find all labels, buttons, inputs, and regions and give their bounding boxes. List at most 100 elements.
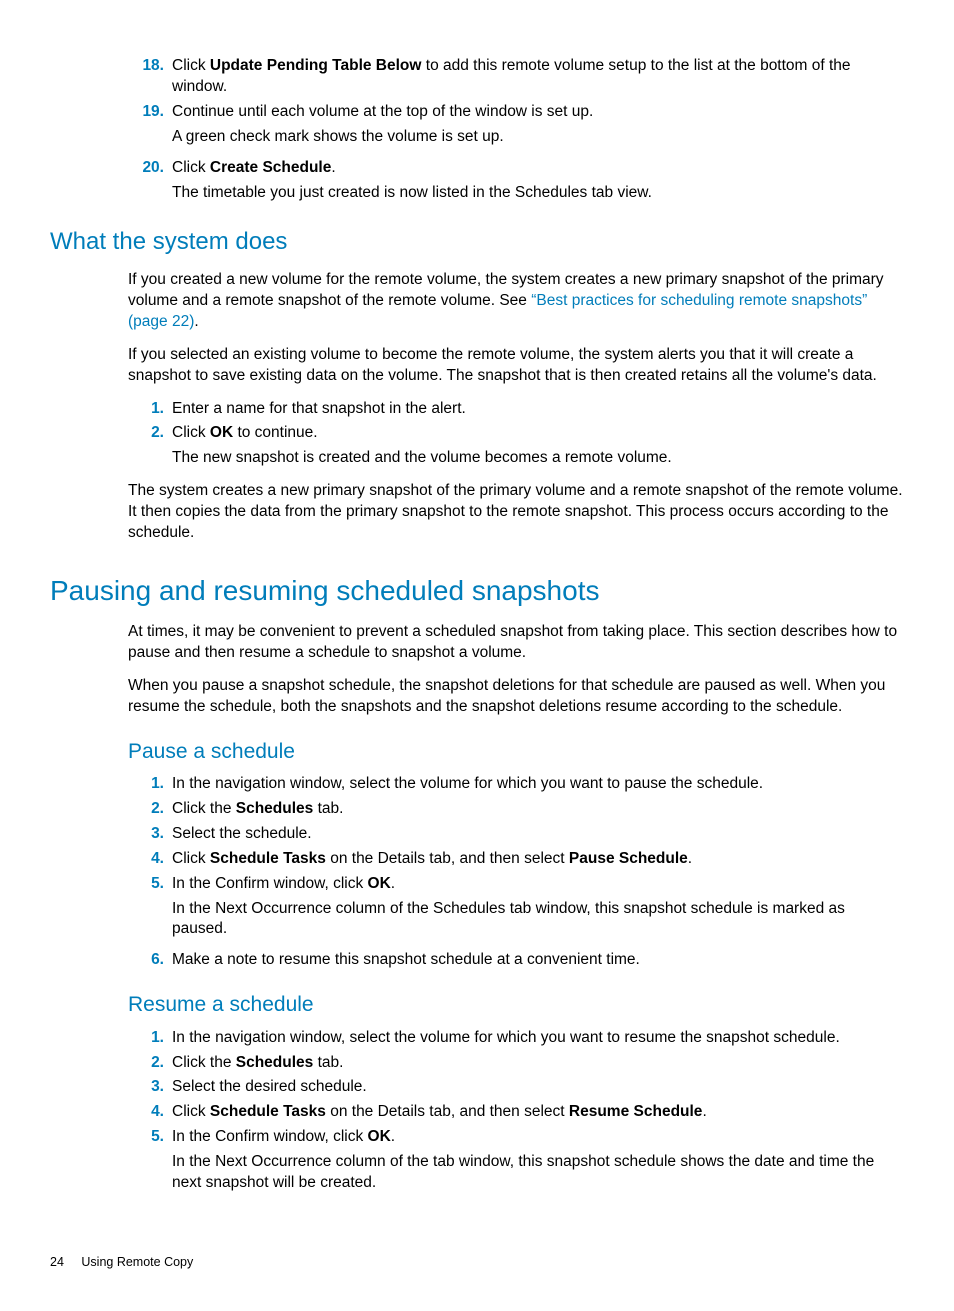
step-1: 1. In the navigation window, select the …: [128, 1028, 904, 1049]
step-list-top: 18. Click Update Pending Table Below to …: [128, 56, 904, 204]
step-2: 2. Click the Schedules tab.: [128, 1053, 904, 1074]
step-text: Click Create Schedule.: [172, 158, 904, 179]
bold-text: Schedule Tasks: [210, 1103, 326, 1120]
step-number: 1.: [128, 774, 172, 795]
bold-text: Schedules: [236, 1054, 314, 1071]
text: Click: [172, 159, 210, 176]
bold-text: Schedules: [236, 800, 314, 817]
step-text: Click Schedule Tasks on the Details tab,…: [172, 1102, 904, 1123]
step-subtext: In the Next Occurrence column of the Sch…: [172, 899, 904, 941]
step-1: 1. In the navigation window, select the …: [128, 774, 904, 795]
paragraph: If you created a new volume for the remo…: [128, 270, 904, 333]
step-2: 2. Click the Schedules tab.: [128, 799, 904, 820]
step-3: 3. Select the schedule.: [128, 824, 904, 845]
step-19: 19. Continue until each volume at the to…: [128, 102, 904, 123]
step-number: 3.: [128, 824, 172, 845]
step-text: In the Confirm window, click OK.: [172, 874, 904, 895]
bold-text: Schedule Tasks: [210, 850, 326, 867]
heading-resume-schedule: Resume a schedule: [128, 991, 904, 1019]
step-text: Make a note to resume this snapshot sche…: [172, 950, 904, 971]
bold-text: Pause Schedule: [569, 850, 688, 867]
bold-text: Create Schedule: [210, 159, 331, 176]
step-number: 20.: [128, 158, 172, 179]
step-subtext: A green check mark shows the volume is s…: [172, 127, 904, 148]
bold-text: Update Pending Table Below: [210, 57, 422, 74]
step-18: 18. Click Update Pending Table Below to …: [128, 56, 904, 98]
step-text: Select the schedule.: [172, 824, 904, 845]
step-text: In the Confirm window, click OK.: [172, 1127, 904, 1148]
step-number: 2.: [128, 1053, 172, 1074]
step-text: Click the Schedules tab.: [172, 1053, 904, 1074]
text: Click the: [172, 1054, 236, 1071]
heading-what-system-does: What the system does: [50, 226, 904, 258]
step-number: 4.: [128, 1102, 172, 1123]
step-2: 2. Click OK to continue.: [128, 423, 904, 444]
paragraph: At times, it may be convenient to preven…: [128, 622, 904, 664]
text: .: [391, 875, 395, 892]
step-text: Select the desired schedule.: [172, 1077, 904, 1098]
step-number: 6.: [128, 950, 172, 971]
heading-pausing-resuming: Pausing and resuming scheduled snapshots: [50, 572, 904, 610]
text: .: [391, 1128, 395, 1145]
step-number: 5.: [128, 874, 172, 895]
bold-text: OK: [368, 875, 391, 892]
text: .: [194, 313, 198, 330]
bold-text: Resume Schedule: [569, 1103, 703, 1120]
step-1: 1. Enter a name for that snapshot in the…: [128, 399, 904, 420]
step-number: 18.: [128, 56, 172, 98]
page-number: 24: [50, 1254, 64, 1271]
step-text: Click OK to continue.: [172, 423, 904, 444]
text: Click: [172, 424, 210, 441]
text: In the Confirm window, click: [172, 875, 368, 892]
paragraph: If you selected an existing volume to be…: [128, 345, 904, 387]
step-text: Click Update Pending Table Below to add …: [172, 56, 904, 98]
step-subtext: The timetable you just created is now li…: [172, 183, 904, 204]
step-number: 3.: [128, 1077, 172, 1098]
step-number: 19.: [128, 102, 172, 123]
text: .: [331, 159, 335, 176]
step-3: 3. Select the desired schedule.: [128, 1077, 904, 1098]
step-number: 2.: [128, 423, 172, 444]
text: Click: [172, 57, 210, 74]
text: In the Confirm window, click: [172, 1128, 368, 1145]
step-text: Enter a name for that snapshot in the al…: [172, 399, 904, 420]
step-20: 20. Click Create Schedule.: [128, 158, 904, 179]
bold-text: OK: [210, 424, 233, 441]
step-text: In the navigation window, select the vol…: [172, 1028, 904, 1049]
text: to continue.: [233, 424, 317, 441]
bold-text: OK: [368, 1128, 391, 1145]
step-number: 4.: [128, 849, 172, 870]
step-text: In the navigation window, select the vol…: [172, 774, 904, 795]
text: .: [688, 850, 692, 867]
text: tab.: [313, 1054, 343, 1071]
step-text: Click Schedule Tasks on the Details tab,…: [172, 849, 904, 870]
text: Click the: [172, 800, 236, 817]
step-5: 5. In the Confirm window, click OK.: [128, 1127, 904, 1148]
text: tab.: [313, 800, 343, 817]
step-subtext: In the Next Occurrence column of the tab…: [172, 1152, 904, 1194]
page-footer: 24 Using Remote Copy: [50, 1254, 904, 1271]
step-number: 5.: [128, 1127, 172, 1148]
step-list-wsd: 1. Enter a name for that snapshot in the…: [128, 399, 904, 470]
step-number: 2.: [128, 799, 172, 820]
footer-section: Using Remote Copy: [81, 1255, 193, 1269]
heading-pause-schedule: Pause a schedule: [128, 738, 904, 766]
step-6: 6. Make a note to resume this snapshot s…: [128, 950, 904, 971]
step-5: 5. In the Confirm window, click OK.: [128, 874, 904, 895]
step-list-resume: 1. In the navigation window, select the …: [128, 1028, 904, 1194]
step-number: 1.: [128, 1028, 172, 1049]
step-text: Continue until each volume at the top of…: [172, 102, 904, 123]
paragraph: The system creates a new primary snapsho…: [128, 481, 904, 544]
step-list-pause: 1. In the navigation window, select the …: [128, 774, 904, 971]
step-number: 1.: [128, 399, 172, 420]
step-4: 4. Click Schedule Tasks on the Details t…: [128, 849, 904, 870]
step-4: 4. Click Schedule Tasks on the Details t…: [128, 1102, 904, 1123]
step-text: Click the Schedules tab.: [172, 799, 904, 820]
text: .: [702, 1103, 706, 1120]
text: on the Details tab, and then select: [326, 850, 569, 867]
step-subtext: The new snapshot is created and the volu…: [172, 448, 904, 469]
text: Click: [172, 1103, 210, 1120]
paragraph: When you pause a snapshot schedule, the …: [128, 676, 904, 718]
text: Click: [172, 850, 210, 867]
text: on the Details tab, and then select: [326, 1103, 569, 1120]
